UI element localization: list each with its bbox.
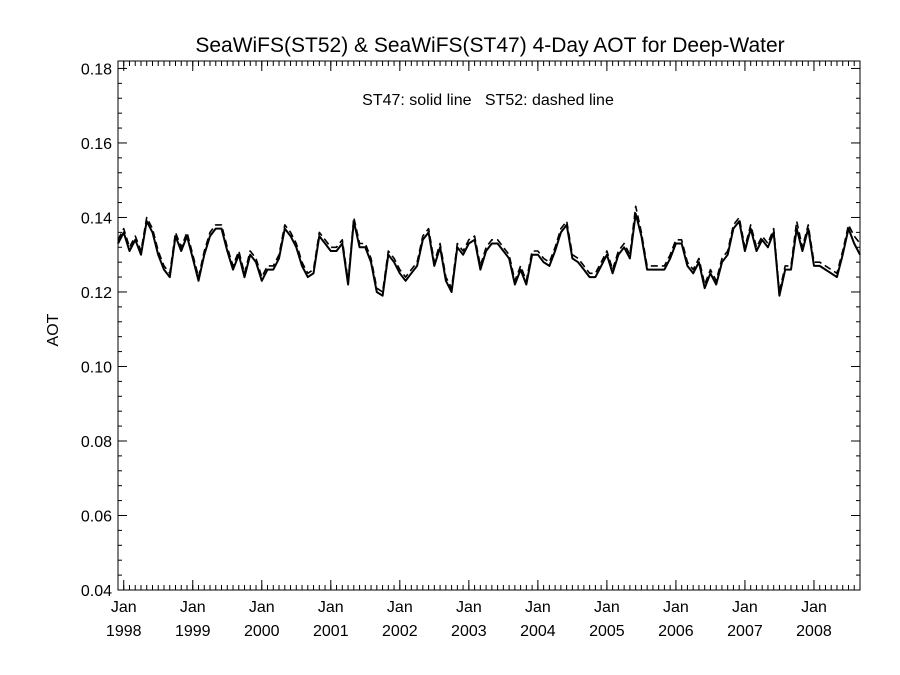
x-tick-label-month: Jan [732,599,758,616]
line-style-annotation: ST47: solid line ST52: dashed line [362,92,614,109]
series-line-st47 [117,212,861,297]
x-tick-label-month: Jan [180,599,206,616]
x-tick-label-month: Jan [249,599,275,616]
x-tick-label-month: Jan [318,599,344,616]
x-tick-label-month: Jan [456,599,482,616]
x-tick-label-year: 1999 [175,623,211,640]
x-tick-label-year: 2003 [451,623,487,640]
y-tick-label: 0.08 [81,434,112,451]
y-tick-label: 0.10 [81,359,112,376]
plot-frame [117,60,861,591]
x-tick-label-year: 2004 [520,623,556,640]
axis-ticks [118,61,861,591]
x-tick-label-year: 2006 [658,623,694,640]
x-tick-label-year: 2007 [727,623,763,640]
x-tick-label-year: 2000 [244,623,280,640]
x-tick-label-year: 2002 [382,623,418,640]
x-tick-label-year: 1998 [106,623,142,640]
y-tick-label: 0.12 [81,285,112,302]
y-tick-label: 0.16 [81,136,112,153]
x-tick-label-year: 2001 [313,623,349,640]
x-tick-label-year: 2008 [796,623,832,640]
y-tick-label: 0.06 [81,508,112,525]
series-layer [117,205,861,297]
x-tick-label-month: Jan [663,599,689,616]
y-tick-label: 0.14 [81,210,112,227]
chart-title: SeaWiFS(ST52) & SeaWiFS(ST47) 4-Day AOT … [195,34,784,57]
x-tick-label-month: Jan [801,599,827,616]
y-tick-label: 0.18 [81,61,112,78]
x-tick-label-month: Jan [387,599,413,616]
series-line-st52 [117,205,861,293]
x-tick-label-month: Jan [594,599,620,616]
x-tick-label-month: Jan [111,599,137,616]
x-tick-label-month: Jan [525,599,551,616]
y-tick-label: 0.04 [81,583,112,600]
x-tick-label-year: 2005 [589,623,625,640]
axis-tick-labels: 0.04 0.06 0.08 0.10 0.12 0.14 0.16 0.18 Jan 1998 J… [81,61,832,640]
y-axis-label: AOT [45,313,62,346]
